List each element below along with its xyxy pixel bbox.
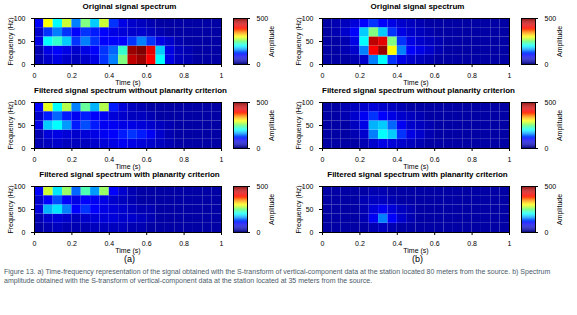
svg-text:0.4: 0.4 xyxy=(104,156,114,163)
svg-text:1: 1 xyxy=(220,156,224,163)
svg-text:0: 0 xyxy=(33,72,37,79)
svg-text:Frequency (Hz): Frequency (Hz) xyxy=(295,101,303,149)
svg-text:Time (s): Time (s) xyxy=(403,247,428,255)
svg-text:1: 1 xyxy=(508,156,512,163)
svg-text:0.6: 0.6 xyxy=(430,156,440,163)
svg-text:0: 0 xyxy=(321,240,325,247)
svg-text:0.8: 0.8 xyxy=(179,72,189,79)
svg-text:Time (s): Time (s) xyxy=(403,79,428,87)
svg-text:50: 50 xyxy=(306,122,314,129)
svg-text:50: 50 xyxy=(18,206,26,213)
svg-text:Time (s): Time (s) xyxy=(115,247,140,255)
svg-text:0.6: 0.6 xyxy=(142,240,152,247)
svg-text:100: 100 xyxy=(302,183,314,190)
svg-text:0.6: 0.6 xyxy=(142,156,152,163)
svg-text:0.2: 0.2 xyxy=(355,156,365,163)
svg-text:50: 50 xyxy=(18,122,26,129)
html-text:Figure 13. a) Time-frequency r: Figure 13. a) Time-frequency representat… xyxy=(4,268,551,284)
svg-text:Frequency (Hz): Frequency (Hz) xyxy=(7,185,15,233)
svg-text:Frequency (Hz): Frequency (Hz) xyxy=(295,185,303,233)
svg-text:500: 500 xyxy=(545,183,557,190)
svg-text:1: 1 xyxy=(508,240,512,247)
svg-text:0: 0 xyxy=(257,229,261,236)
svg-text:Time (s): Time (s) xyxy=(403,163,428,171)
svg-text:Amplitude: Amplitude xyxy=(556,26,564,57)
svg-text:1: 1 xyxy=(220,240,224,247)
html-text:Original signal spectrum: Original signal spectrum xyxy=(370,2,465,11)
svg-text:500: 500 xyxy=(257,183,269,190)
svg-text:500: 500 xyxy=(545,99,557,106)
svg-text:0: 0 xyxy=(545,229,549,236)
svg-text:0.4: 0.4 xyxy=(104,240,114,247)
svg-text:0: 0 xyxy=(545,61,549,68)
svg-text:50: 50 xyxy=(306,38,314,45)
svg-text:0: 0 xyxy=(310,145,314,152)
svg-text:0: 0 xyxy=(22,229,26,236)
svg-text:100: 100 xyxy=(302,15,314,22)
svg-text:Amplitude: Amplitude xyxy=(556,194,564,225)
svg-text:Frequency (Hz): Frequency (Hz) xyxy=(295,17,303,65)
svg-text:100: 100 xyxy=(14,15,26,22)
svg-text:500: 500 xyxy=(545,15,557,22)
svg-text:Time (s): Time (s) xyxy=(115,163,140,171)
svg-text:500: 500 xyxy=(257,15,269,22)
svg-text:0: 0 xyxy=(257,145,261,152)
svg-text:0: 0 xyxy=(310,61,314,68)
svg-text:0: 0 xyxy=(310,229,314,236)
svg-text:0: 0 xyxy=(22,61,26,68)
html-text:Filtered signal spectrum with: Filtered signal spectrum with planarity … xyxy=(327,170,508,179)
svg-text:0.6: 0.6 xyxy=(430,72,440,79)
svg-text:Amplitude: Amplitude xyxy=(268,194,276,225)
svg-text:0.6: 0.6 xyxy=(430,240,440,247)
svg-text:100: 100 xyxy=(14,183,26,190)
svg-text:500: 500 xyxy=(257,99,269,106)
svg-text:0.2: 0.2 xyxy=(67,156,77,163)
svg-text:0.2: 0.2 xyxy=(355,72,365,79)
svg-text:Frequency (Hz): Frequency (Hz) xyxy=(7,101,15,149)
svg-text:50: 50 xyxy=(18,38,26,45)
svg-text:0: 0 xyxy=(545,145,549,152)
svg-text:100: 100 xyxy=(302,99,314,106)
svg-text:0.2: 0.2 xyxy=(67,240,77,247)
svg-text:Amplitude: Amplitude xyxy=(268,26,276,57)
svg-text:100: 100 xyxy=(14,99,26,106)
svg-text:0.6: 0.6 xyxy=(142,72,152,79)
html-text:(b): (b) xyxy=(412,254,423,264)
svg-text:0.4: 0.4 xyxy=(392,156,402,163)
svg-text:1: 1 xyxy=(220,72,224,79)
svg-text:0.8: 0.8 xyxy=(467,240,477,247)
svg-text:0: 0 xyxy=(321,156,325,163)
svg-text:0: 0 xyxy=(257,61,261,68)
svg-text:0: 0 xyxy=(33,240,37,247)
html-text:Original signal spectrum: Original signal spectrum xyxy=(82,2,177,11)
svg-text:0.8: 0.8 xyxy=(467,156,477,163)
html-text:(a): (a) xyxy=(124,254,135,264)
svg-text:0.4: 0.4 xyxy=(392,240,402,247)
svg-text:Time (s): Time (s) xyxy=(115,79,140,87)
html-text:Filtered signal spectrum witho: Filtered signal spectrum without planari… xyxy=(34,86,227,95)
svg-text:0: 0 xyxy=(22,145,26,152)
svg-text:Frequency (Hz): Frequency (Hz) xyxy=(7,17,15,65)
svg-text:Amplitude: Amplitude xyxy=(268,110,276,141)
svg-text:0: 0 xyxy=(321,72,325,79)
svg-text:0.4: 0.4 xyxy=(104,72,114,79)
svg-text:0.2: 0.2 xyxy=(67,72,77,79)
svg-text:Amplitude: Amplitude xyxy=(556,110,564,141)
svg-text:0.8: 0.8 xyxy=(467,72,477,79)
html-text:Filtered signal spectrum witho: Filtered signal spectrum without planari… xyxy=(322,86,515,95)
svg-text:1: 1 xyxy=(508,72,512,79)
svg-text:0: 0 xyxy=(33,156,37,163)
html-text:Filtered signal spectrum with: Filtered signal spectrum with planarity … xyxy=(39,170,220,179)
svg-text:0.8: 0.8 xyxy=(179,240,189,247)
svg-text:0.8: 0.8 xyxy=(179,156,189,163)
svg-text:50: 50 xyxy=(306,206,314,213)
svg-text:0.2: 0.2 xyxy=(355,240,365,247)
svg-text:0.4: 0.4 xyxy=(392,72,402,79)
